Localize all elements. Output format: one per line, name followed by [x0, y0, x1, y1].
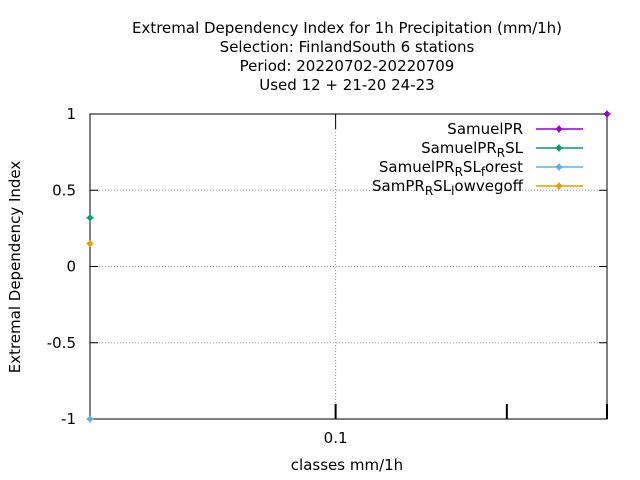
legend-label: SamuelPR	[447, 120, 523, 138]
legend-entry: SamuelPR	[447, 120, 583, 138]
legend-label-part: orest	[485, 158, 523, 176]
title-line: Period: 20220702-20220709	[240, 57, 455, 75]
legend-label-part: R	[497, 146, 505, 160]
data-point	[86, 240, 94, 248]
legend-label-part: owvegoff	[454, 177, 523, 195]
grid-lines	[90, 114, 607, 419]
legend-entry: SamuelPRRSL	[421, 139, 583, 160]
legend-label: SamuelPRRSLforest	[379, 158, 523, 179]
legend-label-part: SL	[463, 158, 482, 176]
x-tick-label: 0.1	[324, 429, 348, 447]
data-point	[603, 110, 611, 118]
legend-label-part: R	[455, 165, 463, 179]
legend-marker	[555, 144, 563, 152]
legend-entry: SamuelPRRSLforest	[379, 158, 583, 179]
legend-label: SamuelPRRSL	[421, 139, 524, 160]
legend-label-part: SamuelPR	[421, 139, 497, 157]
legend-label-part: SamuelPR	[379, 158, 455, 176]
legend-label-part: SamuelPR	[447, 120, 523, 138]
y-tick-label: -0.5	[47, 334, 76, 352]
y-axis-label: Extremal Dependency Index	[6, 161, 24, 374]
legend-label-part: SL	[505, 139, 524, 157]
legend: SamuelPRSamuelPRRSLSamuelPRRSLforestSamP…	[372, 120, 583, 198]
y-tick-label: 0.5	[52, 181, 76, 199]
legend-marker	[555, 163, 563, 171]
data-point	[86, 214, 94, 222]
y-tick-label: 1	[66, 105, 76, 123]
data-point	[86, 415, 94, 423]
legend-marker	[555, 125, 563, 133]
title-line: Used 12 + 21-20 24-23	[259, 76, 434, 94]
legend-marker	[555, 182, 563, 190]
legend-entry: SamPRRSLlowvegoff	[372, 177, 583, 198]
y-tick-label: -1	[61, 410, 76, 428]
title-line: Extremal Dependency Index for 1h Precipi…	[132, 19, 562, 37]
legend-label: SamPRRSLlowvegoff	[372, 177, 524, 198]
chart-title: Extremal Dependency Index for 1h Precipi…	[132, 19, 562, 94]
legend-label-part: SamPR	[372, 177, 425, 195]
legend-label-part: SL	[433, 177, 452, 195]
legend-label-part: f	[481, 165, 486, 179]
axis-ticks: 1 0.5 0 -0.5 -1 0.1	[47, 105, 608, 447]
legend-label-part: l	[451, 184, 454, 198]
data-points	[86, 110, 611, 423]
title-line: Selection: FinlandSouth 6 stations	[220, 38, 475, 56]
y-tick-label: 0	[66, 258, 76, 276]
legend-label-part: R	[425, 184, 433, 198]
x-axis-label: classes mm/1h	[291, 456, 403, 474]
